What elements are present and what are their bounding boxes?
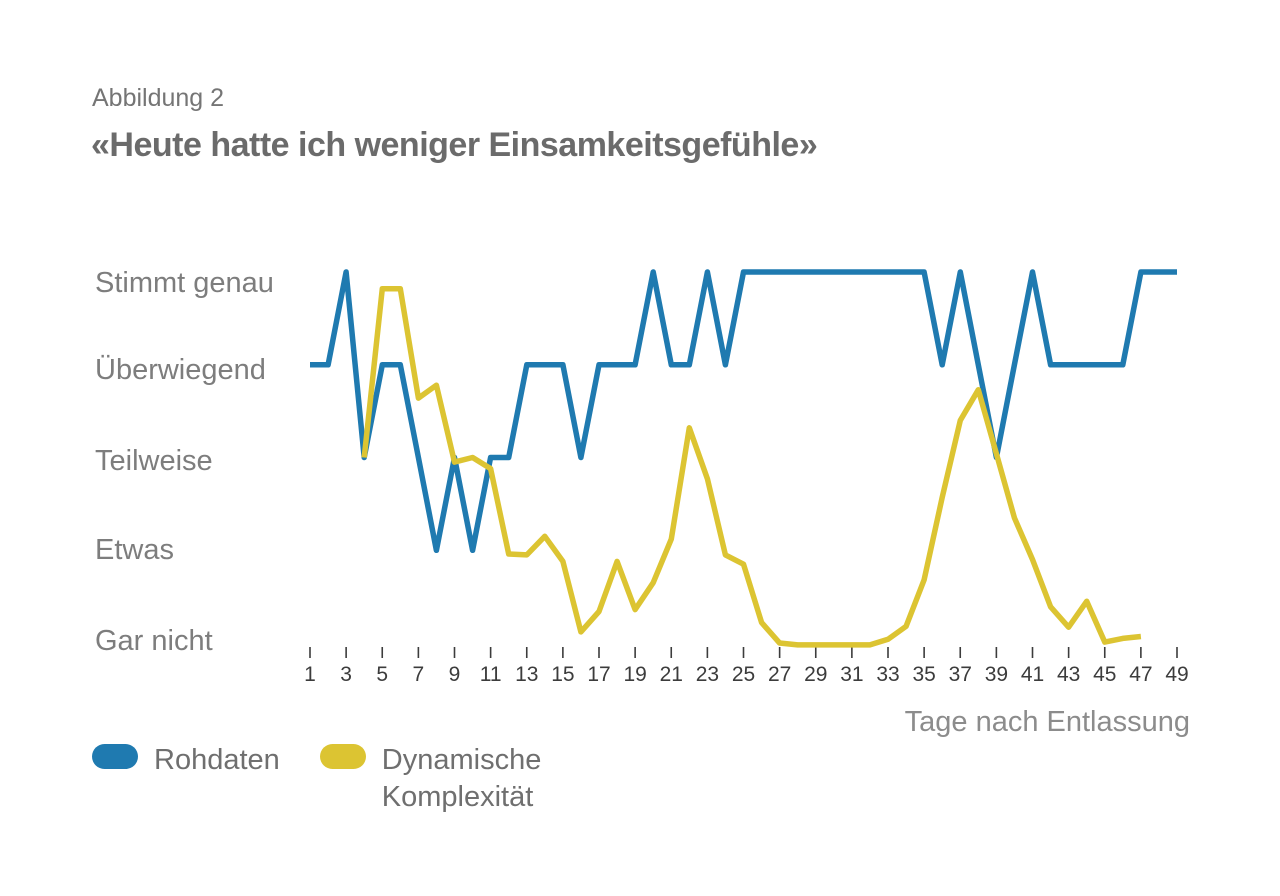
- x-tick-label: 27: [768, 663, 791, 686]
- y-tick-label-ueberwiegend: Überwiegend: [95, 354, 266, 386]
- x-tick-label: 11: [480, 663, 502, 686]
- x-axis-title: Tage nach Entlassung: [904, 706, 1190, 738]
- x-tick-label: 17: [587, 663, 610, 686]
- legend: Rohdaten Dynamische Komplexität: [92, 742, 541, 816]
- legend-item-rohdaten: Rohdaten: [92, 742, 280, 779]
- x-tick-label: 25: [732, 663, 755, 686]
- legend-label-line-1: Dynamische: [381, 744, 542, 776]
- x-tick-label: 33: [876, 663, 899, 686]
- page-title: «Heute hatte ich weniger Einsamkeitsgefü…: [91, 126, 818, 164]
- y-tick-label-etwas: Etwas: [95, 534, 174, 566]
- x-tick-label: 3: [340, 663, 352, 686]
- x-tick-label: 15: [551, 663, 574, 686]
- x-tick-label: 45: [1093, 663, 1116, 686]
- figure-number-label: Abbildung 2: [92, 84, 225, 112]
- series-line-dynamische-komplexitaet: [361, 285, 1142, 648]
- y-tick-label-stimmt-genau: Stimmt genau: [95, 267, 274, 299]
- x-tick-label: 41: [1021, 663, 1044, 686]
- x-tick-label: 21: [660, 663, 683, 686]
- x-tick-label: 23: [696, 663, 719, 686]
- dynamische-komplexitaet-swatch-icon: [319, 744, 366, 769]
- legend-item-dynamische-komplexitaet: Dynamische Komplexität: [319, 742, 542, 816]
- y-tick-label-teilweise: Teilweise: [95, 445, 213, 477]
- x-tick-label: 37: [949, 663, 972, 686]
- x-tick-label: 47: [1129, 663, 1152, 686]
- x-tick-label: 49: [1165, 663, 1188, 686]
- x-tick-label: 43: [1057, 663, 1080, 686]
- legend-label-rohdaten: Rohdaten: [154, 744, 280, 776]
- x-tick-label: 1: [304, 663, 316, 686]
- x-tick-label: 39: [985, 663, 1008, 686]
- x-tick-label: 19: [623, 663, 646, 686]
- y-tick-label-gar-nicht: Gar nicht: [95, 625, 213, 657]
- legend-label-line-2: Komplexität: [381, 781, 534, 813]
- x-tick-label: 13: [515, 663, 538, 686]
- x-tick-label: 9: [449, 663, 461, 686]
- x-tick-label: 35: [912, 663, 935, 686]
- x-tick-label: 29: [804, 663, 827, 686]
- legend-label-dynamische-komplexitaet: Dynamische Komplexität: [382, 742, 542, 816]
- rohdaten-swatch-icon: [92, 744, 138, 769]
- x-tick-label: 31: [840, 663, 863, 686]
- x-tick-label: 7: [413, 663, 425, 686]
- x-tick-label: 5: [376, 663, 388, 686]
